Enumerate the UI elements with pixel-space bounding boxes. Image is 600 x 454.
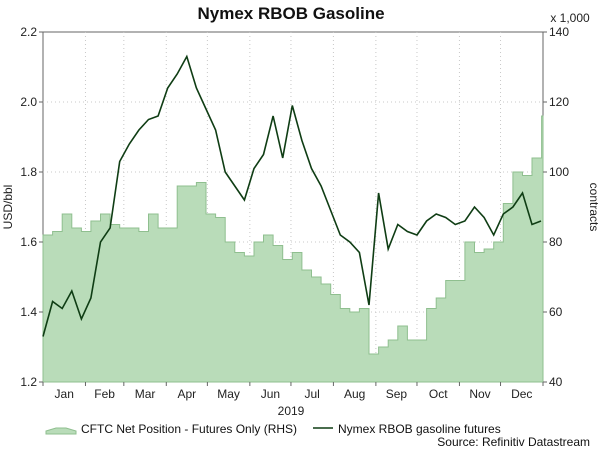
y2-axis-label: contracts — [587, 183, 600, 232]
y-axis-left: 1.2 1.4 1.6 1.8 2.0 2.2 — [20, 25, 43, 389]
x-tick-label: Jun — [261, 387, 280, 401]
x-tick-label: Dec — [511, 387, 532, 401]
x-axis-label: 2019 — [278, 404, 305, 418]
x-tick-label: Nov — [469, 387, 490, 401]
x-axis: Jan Feb Mar Apr May Jun Jul Aug Sep Oct Nov Dec — [42, 382, 544, 401]
y2-tick-label: 100 — [549, 165, 569, 179]
y-axis-label: USD/bbl — [1, 185, 15, 230]
y2-tick-label: 140 — [549, 25, 569, 39]
cftc-net-position-area — [42, 115, 544, 383]
x-tick-label: May — [217, 387, 240, 401]
chart-title: Nymex RBOB Gasoline — [197, 4, 384, 23]
y2-tick-label: 60 — [549, 305, 563, 319]
y-tick-label: 1.2 — [20, 375, 37, 389]
legend: CFTC Net Position - Futures Only (RHS) N… — [45, 422, 501, 436]
legend-label-cftc: CFTC Net Position - Futures Only (RHS) — [81, 422, 297, 436]
x-tick-label: Mar — [135, 387, 156, 401]
y-tick-label: 1.4 — [20, 305, 37, 319]
x-tick-label: Sep — [386, 387, 408, 401]
y-tick-label: 2.2 — [20, 25, 37, 39]
rbob-price-line — [42, 54, 542, 337]
y-axis-right: 40 60 80 100 120 140 — [543, 25, 569, 389]
x-tick-label: Jan — [55, 387, 74, 401]
x-tick-label: Aug — [344, 387, 365, 401]
x-tick-label: Apr — [177, 387, 196, 401]
source-note: Source: Refinitiv Datastream — [437, 435, 590, 449]
y2-multiplier-label: x 1,000 — [550, 11, 590, 25]
y-tick-label: 2.0 — [20, 95, 37, 109]
y-tick-label: 1.6 — [20, 235, 37, 249]
x-tick-label: Oct — [429, 387, 448, 401]
y2-tick-label: 120 — [549, 95, 569, 109]
y2-tick-label: 40 — [549, 375, 563, 389]
legend-label-rbob: Nymex RBOB gasoline futures — [338, 422, 501, 436]
y2-tick-label: 80 — [549, 235, 563, 249]
legend-swatch-area — [45, 427, 77, 435]
y-tick-label: 1.8 — [20, 165, 37, 179]
x-tick-label: Jul — [305, 387, 320, 401]
x-tick-label: Feb — [94, 387, 115, 401]
